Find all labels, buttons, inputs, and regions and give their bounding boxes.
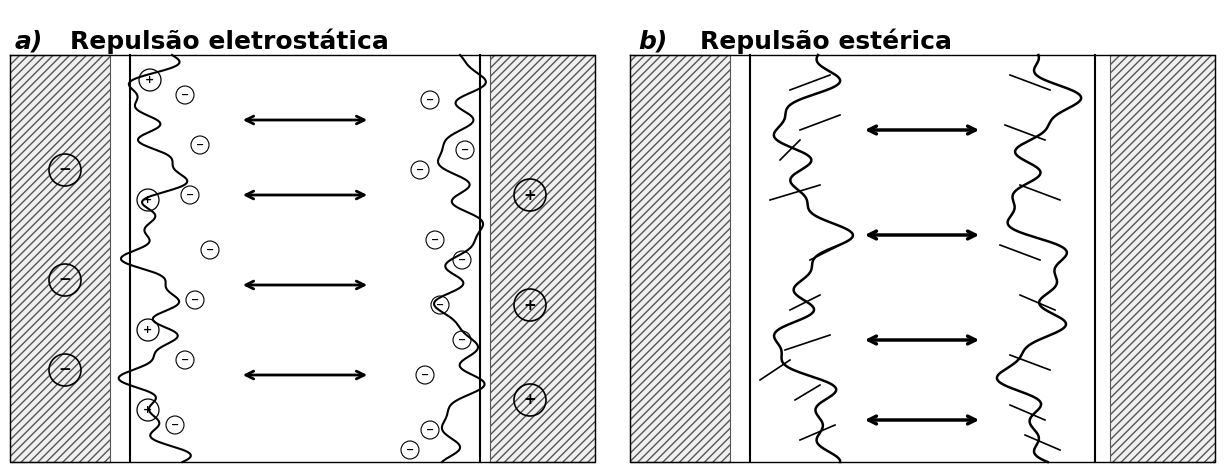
Text: −: −: [172, 420, 179, 430]
Bar: [1110, 55, 1215, 462]
Bar: [630, 55, 730, 462]
Text: −: −: [59, 362, 71, 378]
Text: −: −: [426, 95, 434, 105]
Bar: [10, 55, 110, 462]
Text: −: −: [458, 335, 466, 345]
Text: −: −: [458, 255, 466, 265]
Text: −: −: [59, 272, 71, 287]
Text: Repulsão estérica: Repulsão estérica: [699, 28, 952, 53]
Text: −: −: [181, 355, 189, 365]
Text: a): a): [15, 30, 43, 54]
Text: −: −: [405, 445, 414, 455]
Text: −: −: [59, 162, 71, 177]
Text: −: −: [426, 425, 434, 435]
Text: −: −: [436, 300, 443, 310]
Text: +: +: [523, 297, 537, 312]
Text: +: +: [143, 195, 153, 205]
Text: +: +: [146, 75, 154, 85]
Text: −: −: [196, 140, 205, 150]
Text: −: −: [186, 190, 194, 200]
Text: +: +: [523, 187, 537, 202]
Text: −: −: [206, 245, 214, 255]
Text: −: −: [181, 90, 189, 100]
Text: −: −: [191, 295, 198, 305]
Text: −: −: [461, 145, 469, 155]
Text: +: +: [143, 325, 153, 335]
Text: −: −: [421, 370, 429, 380]
Text: −: −: [431, 235, 439, 245]
Text: Repulsão eletrostática: Repulsão eletrostática: [70, 28, 388, 53]
Text: +: +: [143, 405, 153, 415]
Text: +: +: [523, 393, 537, 407]
Text: b): b): [638, 30, 668, 54]
Text: −: −: [417, 165, 424, 175]
Bar: [490, 55, 595, 462]
